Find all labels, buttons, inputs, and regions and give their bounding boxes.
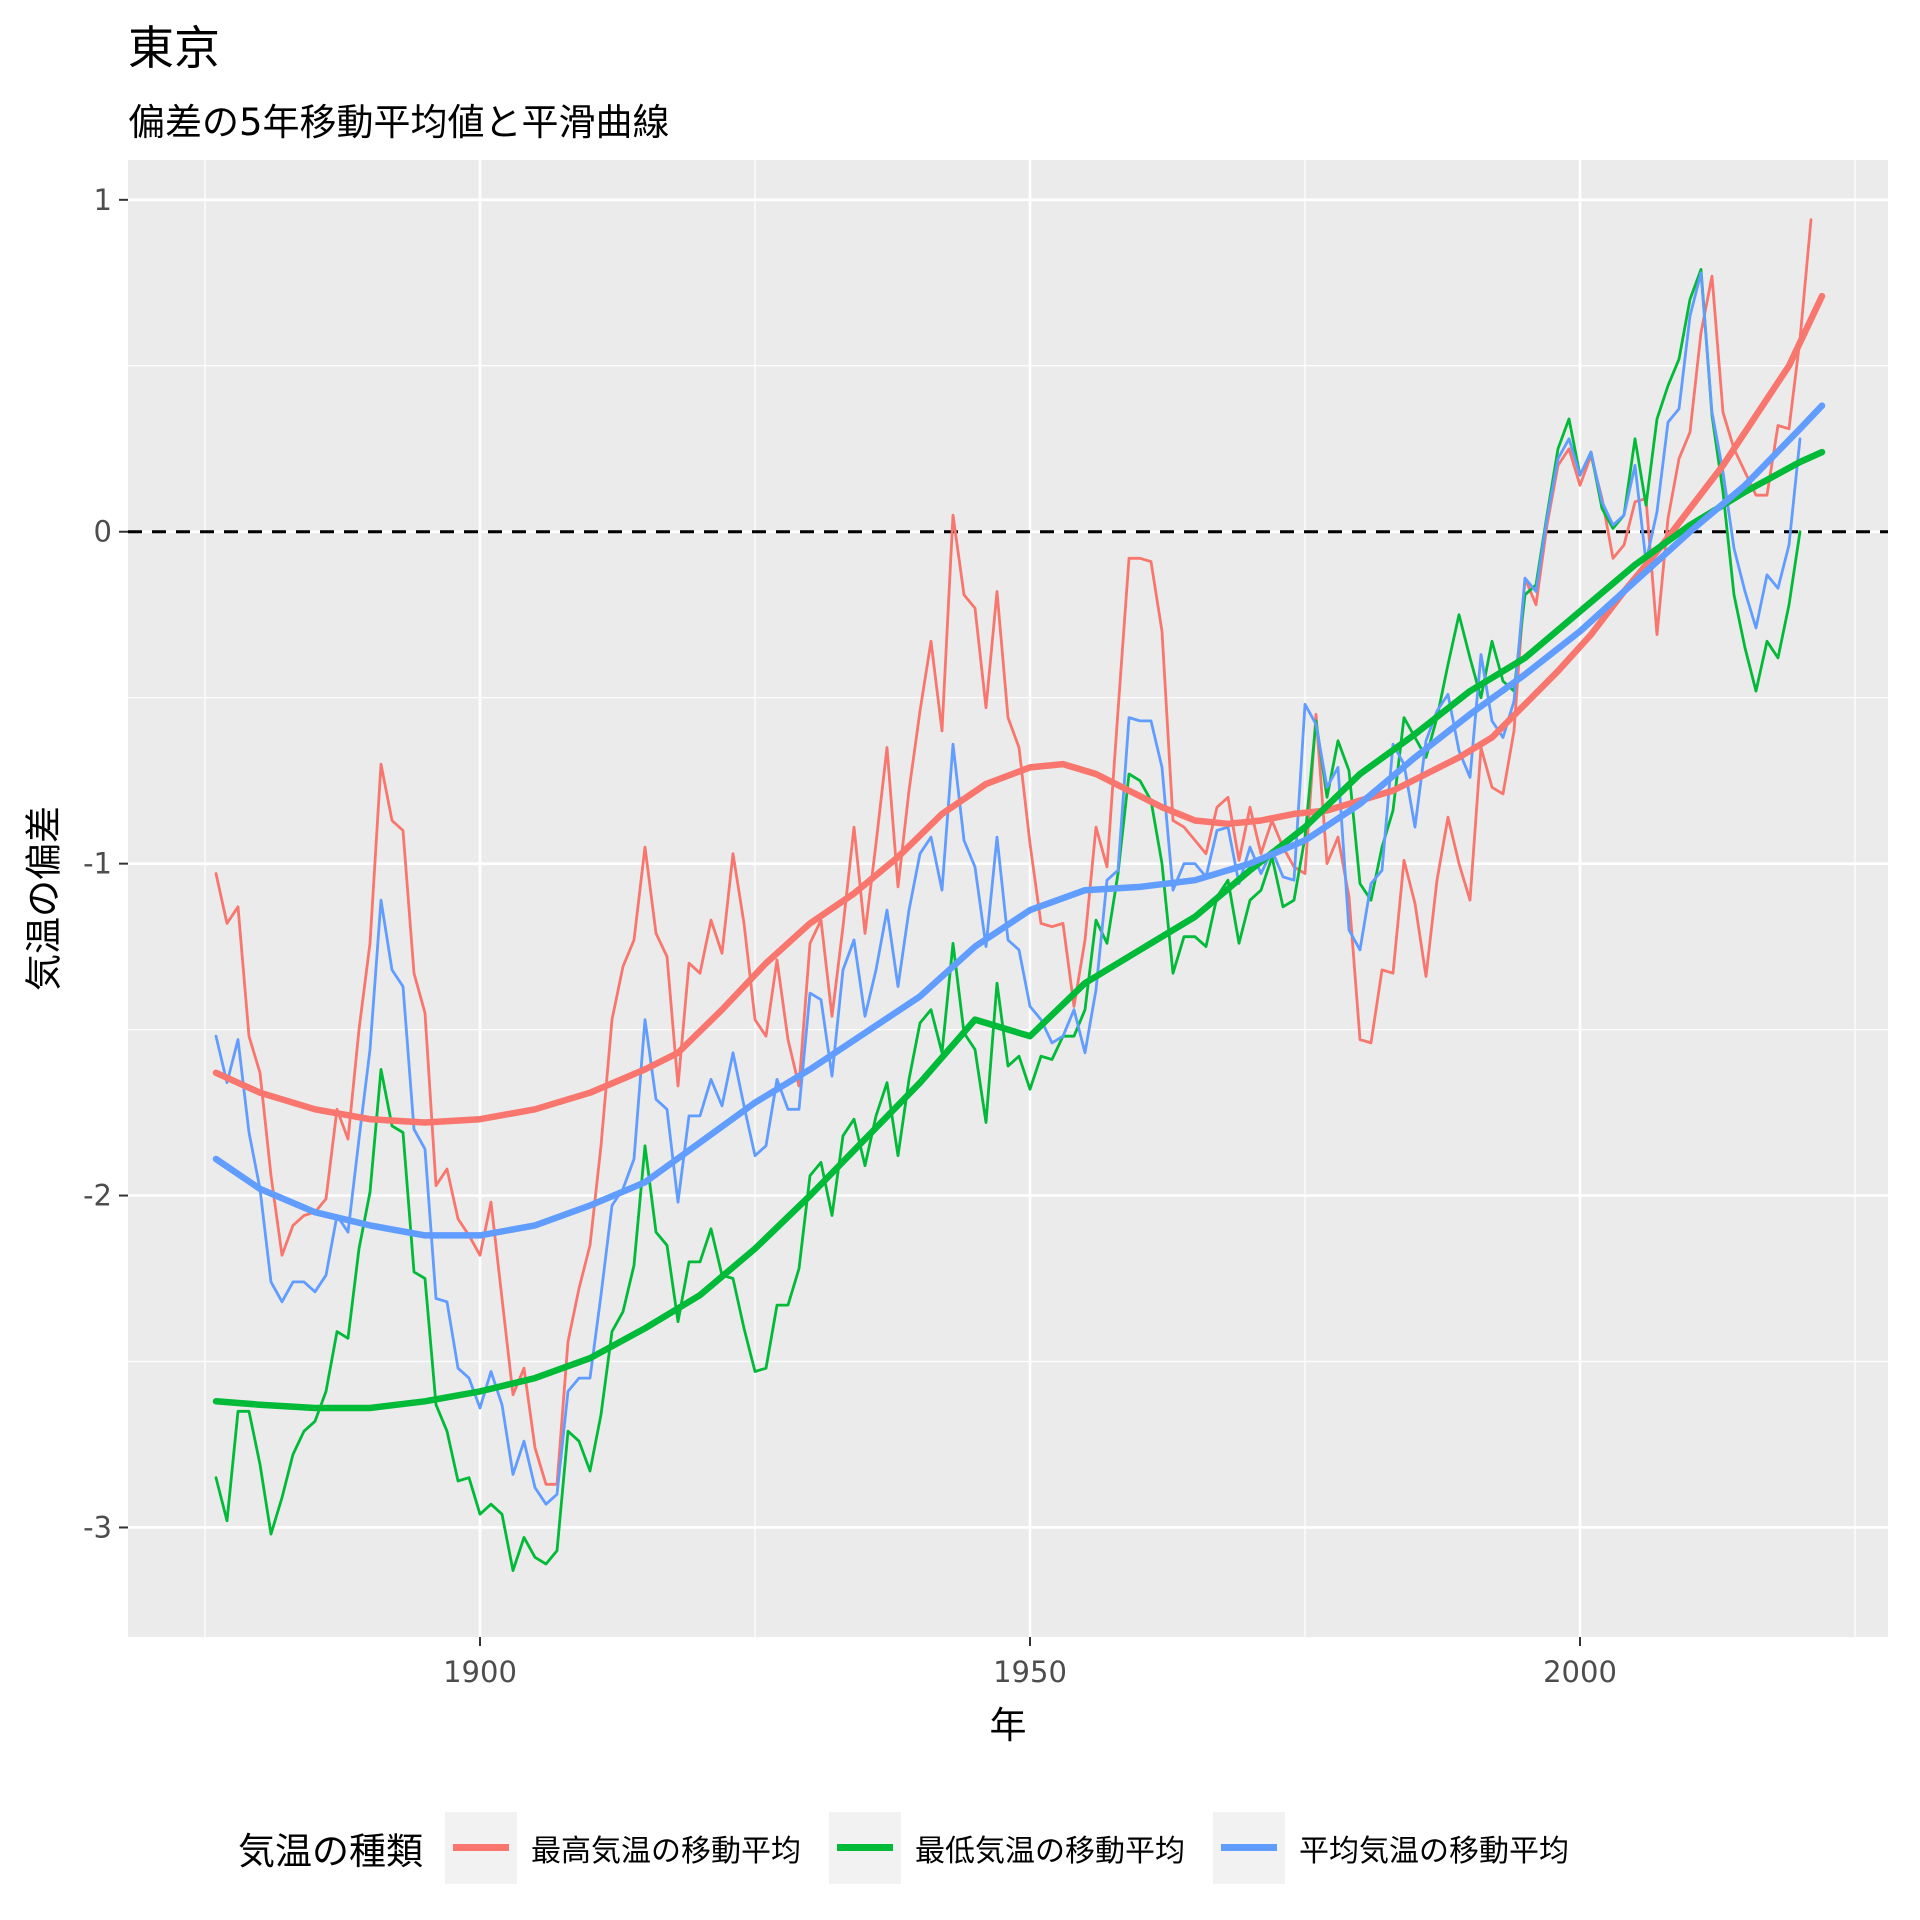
legend-item-max: 最高気温の移動平均 xyxy=(445,1812,801,1884)
smooth-curve-5 xyxy=(212,402,1826,1239)
legend-swatch-mean xyxy=(1221,1844,1277,1851)
legend: 気温の種類 最高気温の移動平均 最低気温の移動平均 平均気温の移動平均 xyxy=(238,1810,1597,1886)
legend-item-mean: 平均気温の移動平均 xyxy=(1213,1812,1569,1884)
legend-key-max xyxy=(445,1812,517,1884)
legend-swatch-min xyxy=(837,1844,893,1851)
y-axis-title: 気温の偏差 xyxy=(23,806,66,991)
y-tick-label: -3 xyxy=(83,1510,112,1544)
chart-title: 東京 xyxy=(128,21,220,75)
legend-title: 気温の種類 xyxy=(238,1830,423,1873)
y-tick-label: -1 xyxy=(83,847,112,881)
y-tick-label: 1 xyxy=(94,183,112,217)
y-tick-label: 0 xyxy=(94,515,112,549)
x-axis-title: 年 xyxy=(990,1704,1027,1747)
y-axis: 1 0 -1 -2 -3 xyxy=(83,183,128,1544)
x-tick-label: 2000 xyxy=(1543,1655,1617,1689)
smooth-curve-3 xyxy=(212,292,1826,1126)
legend-key-mean xyxy=(1213,1812,1285,1884)
plot-panel xyxy=(128,160,1888,1637)
x-tick-label: 1900 xyxy=(443,1655,517,1689)
line-chart: 1 0 -1 -2 -3 1900 1950 2000 年 気温の偏差 xyxy=(23,160,1888,1747)
series-layer xyxy=(212,218,1826,1572)
legend-key-min xyxy=(829,1812,901,1884)
legend-label-min: 最低気温の移動平均 xyxy=(915,1834,1185,1869)
legend-item-min: 最低気温の移動平均 xyxy=(829,1812,1185,1884)
moving-average-line-2 xyxy=(214,271,1802,1506)
legend-label-mean: 平均気温の移動平均 xyxy=(1299,1834,1569,1869)
smooth-curve-4 xyxy=(212,448,1826,1412)
x-axis: 1900 1950 2000 xyxy=(443,1637,1617,1689)
x-tick-label: 1950 xyxy=(993,1655,1067,1689)
chart-subtitle: 偏差の5年移動平均値と平滑曲線 xyxy=(128,101,670,144)
legend-label-max: 最高気温の移動平均 xyxy=(531,1834,801,1869)
legend-swatch-max xyxy=(453,1844,509,1851)
y-tick-label: -2 xyxy=(83,1179,112,1213)
